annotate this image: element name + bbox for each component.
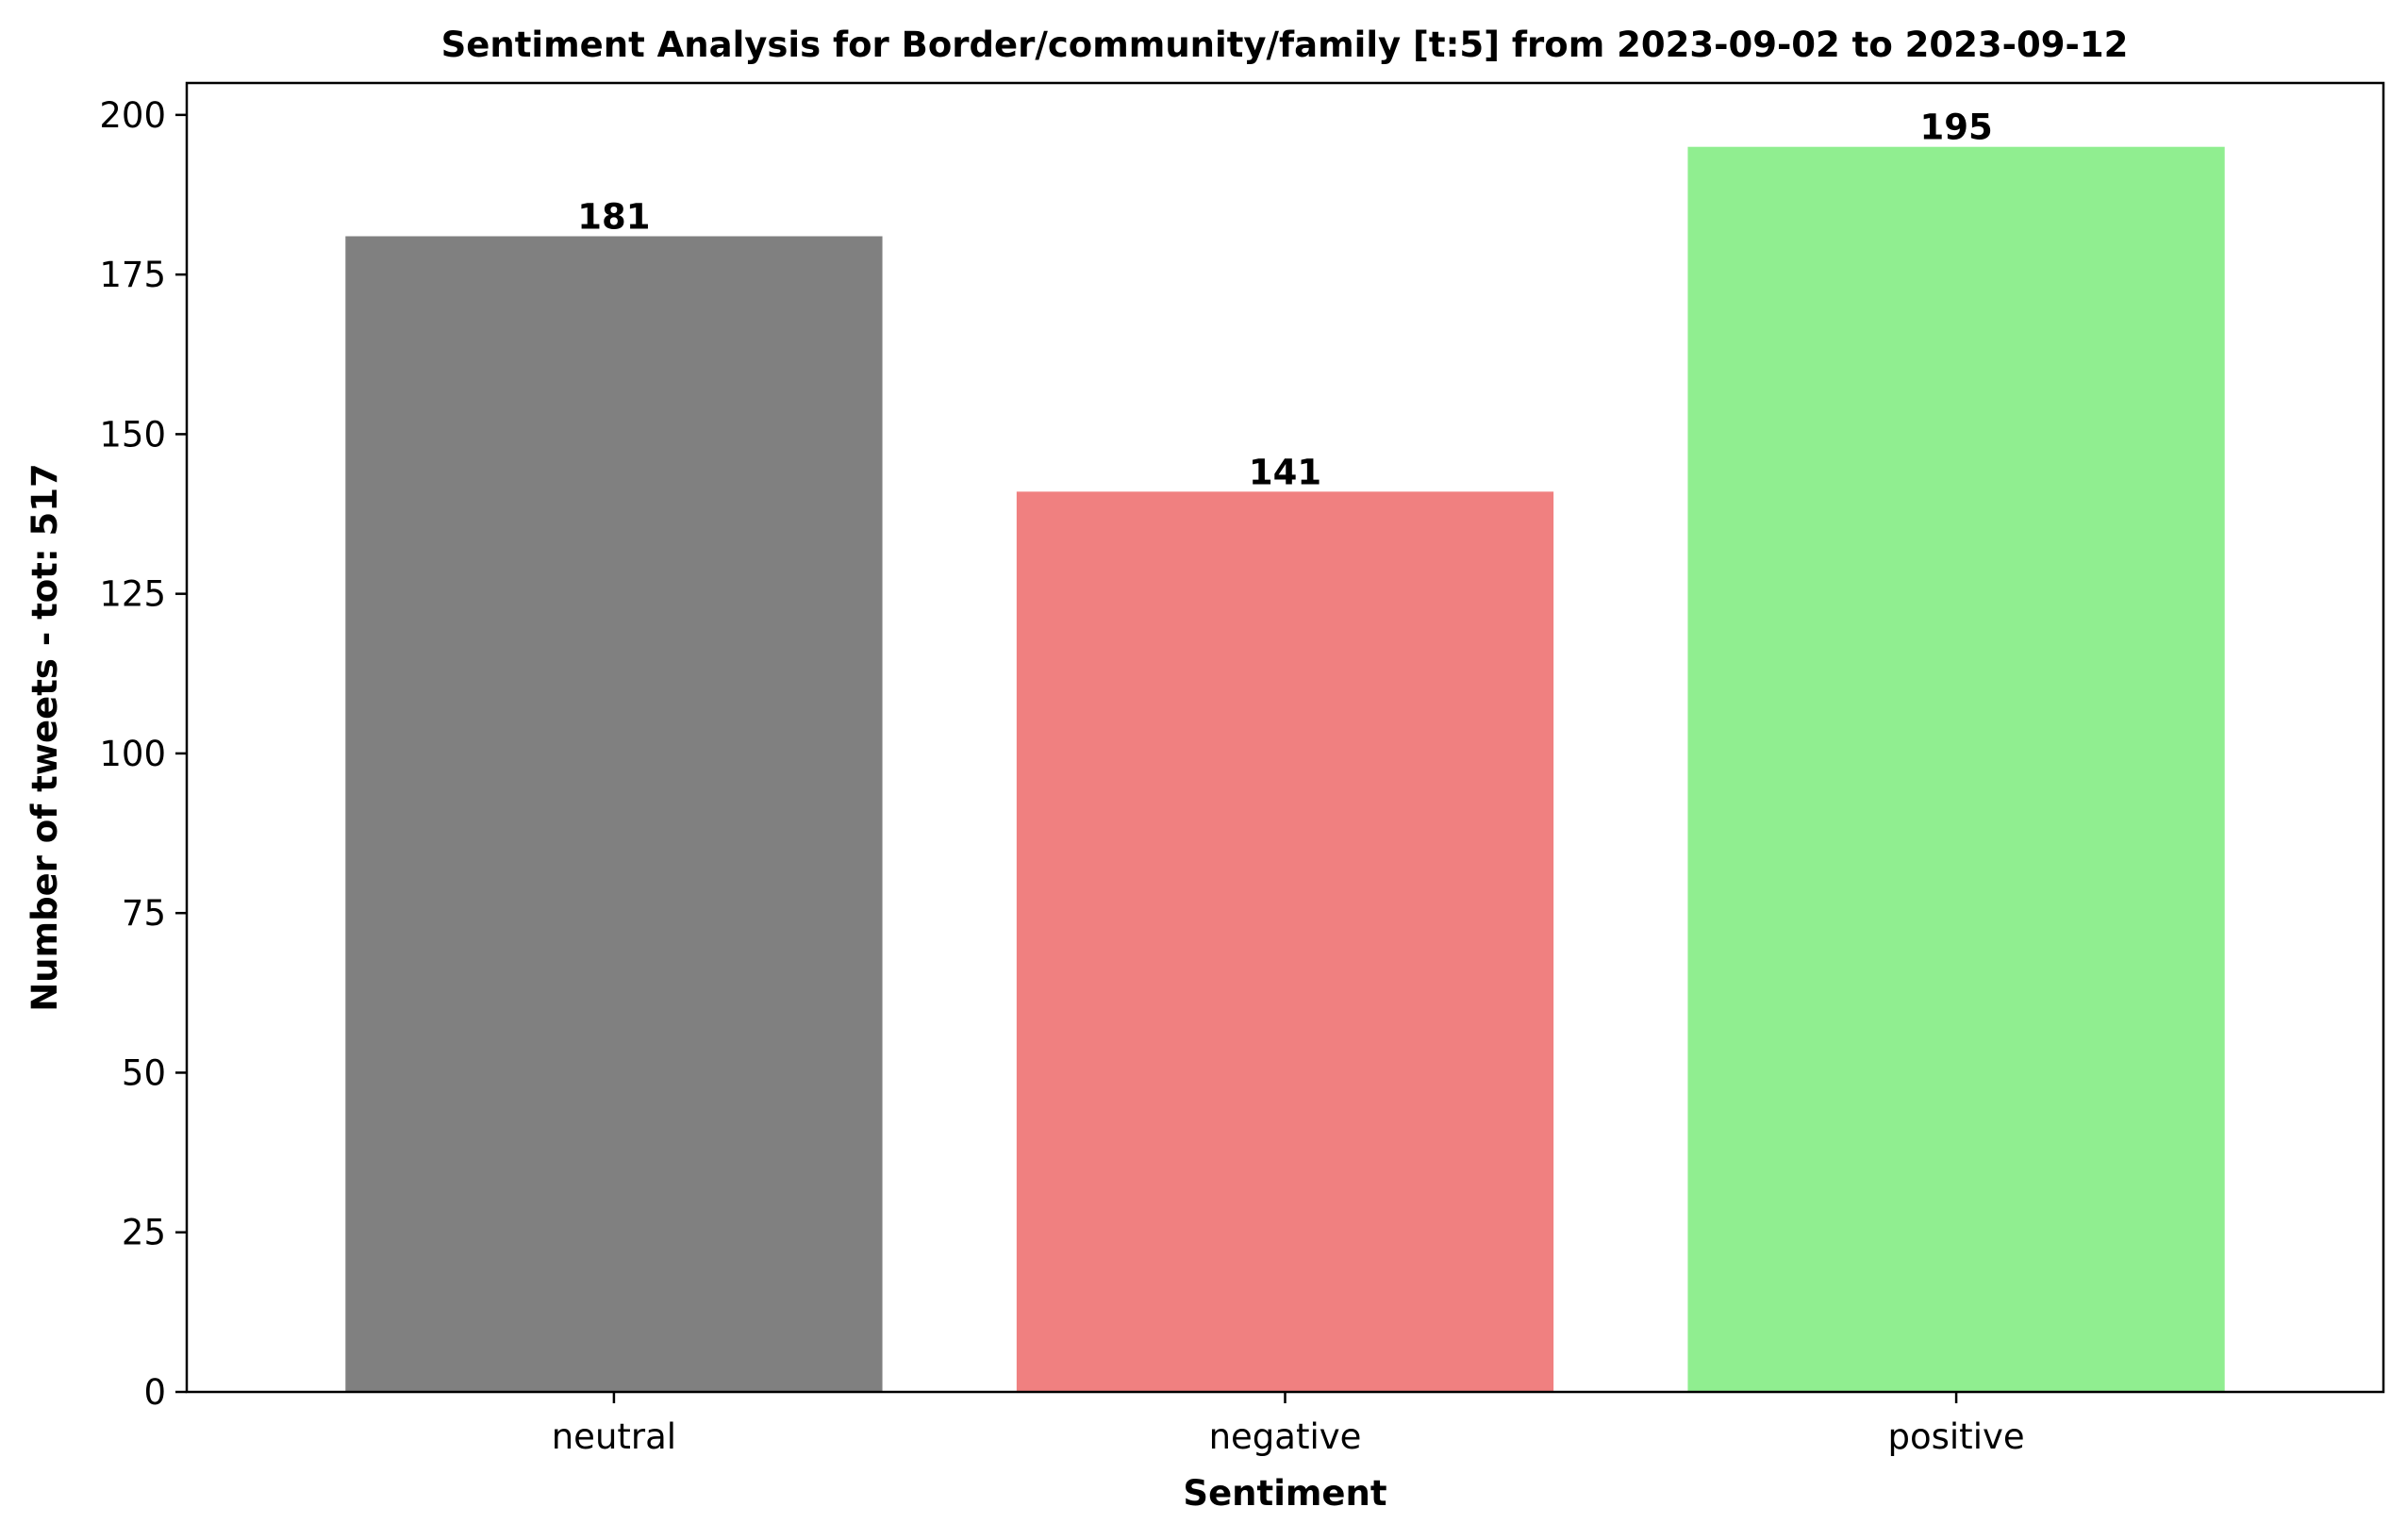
y-tick-label-175: 175 <box>99 255 166 295</box>
y-tick-label-50: 50 <box>122 1052 166 1093</box>
bar-positive <box>1687 146 2225 1393</box>
y-tick-label-100: 100 <box>99 734 166 774</box>
x-axis-ticks: neutral negative positive <box>552 1392 2025 1457</box>
y-tick-label-75: 75 <box>122 893 166 934</box>
bar-neutral <box>345 236 883 1392</box>
x-tick-label-positive: positive <box>1888 1416 2025 1457</box>
bar-negative <box>1016 491 1554 1392</box>
y-tick-label-200: 200 <box>99 95 166 136</box>
y-tick-label-25: 25 <box>122 1213 166 1253</box>
y-tick-label-150: 150 <box>99 414 166 455</box>
plot-frame <box>185 81 2385 1394</box>
y-tick-label-0: 0 <box>143 1372 166 1413</box>
x-tick-label-neutral: neutral <box>552 1416 676 1457</box>
data-label-negative: 141 <box>1249 452 1321 492</box>
chart-title: Sentiment Analysis for Border/community/… <box>441 25 2129 65</box>
y-axis-title: Number of tweets - tot: 517 <box>25 463 65 1012</box>
data-label-positive: 195 <box>1919 108 1992 148</box>
data-label-neutral: 181 <box>577 196 650 237</box>
y-tick-label-125: 125 <box>99 574 166 615</box>
y-axis-ticks: 0 25 50 75 100 125 150 175 200 <box>99 95 187 1413</box>
x-tick-label-negative: negative <box>1209 1416 1362 1457</box>
data-labels-layer: 181 141 195 <box>577 108 1992 493</box>
bars-layer <box>345 146 2225 1393</box>
x-axis-title: Sentiment <box>1183 1473 1386 1514</box>
